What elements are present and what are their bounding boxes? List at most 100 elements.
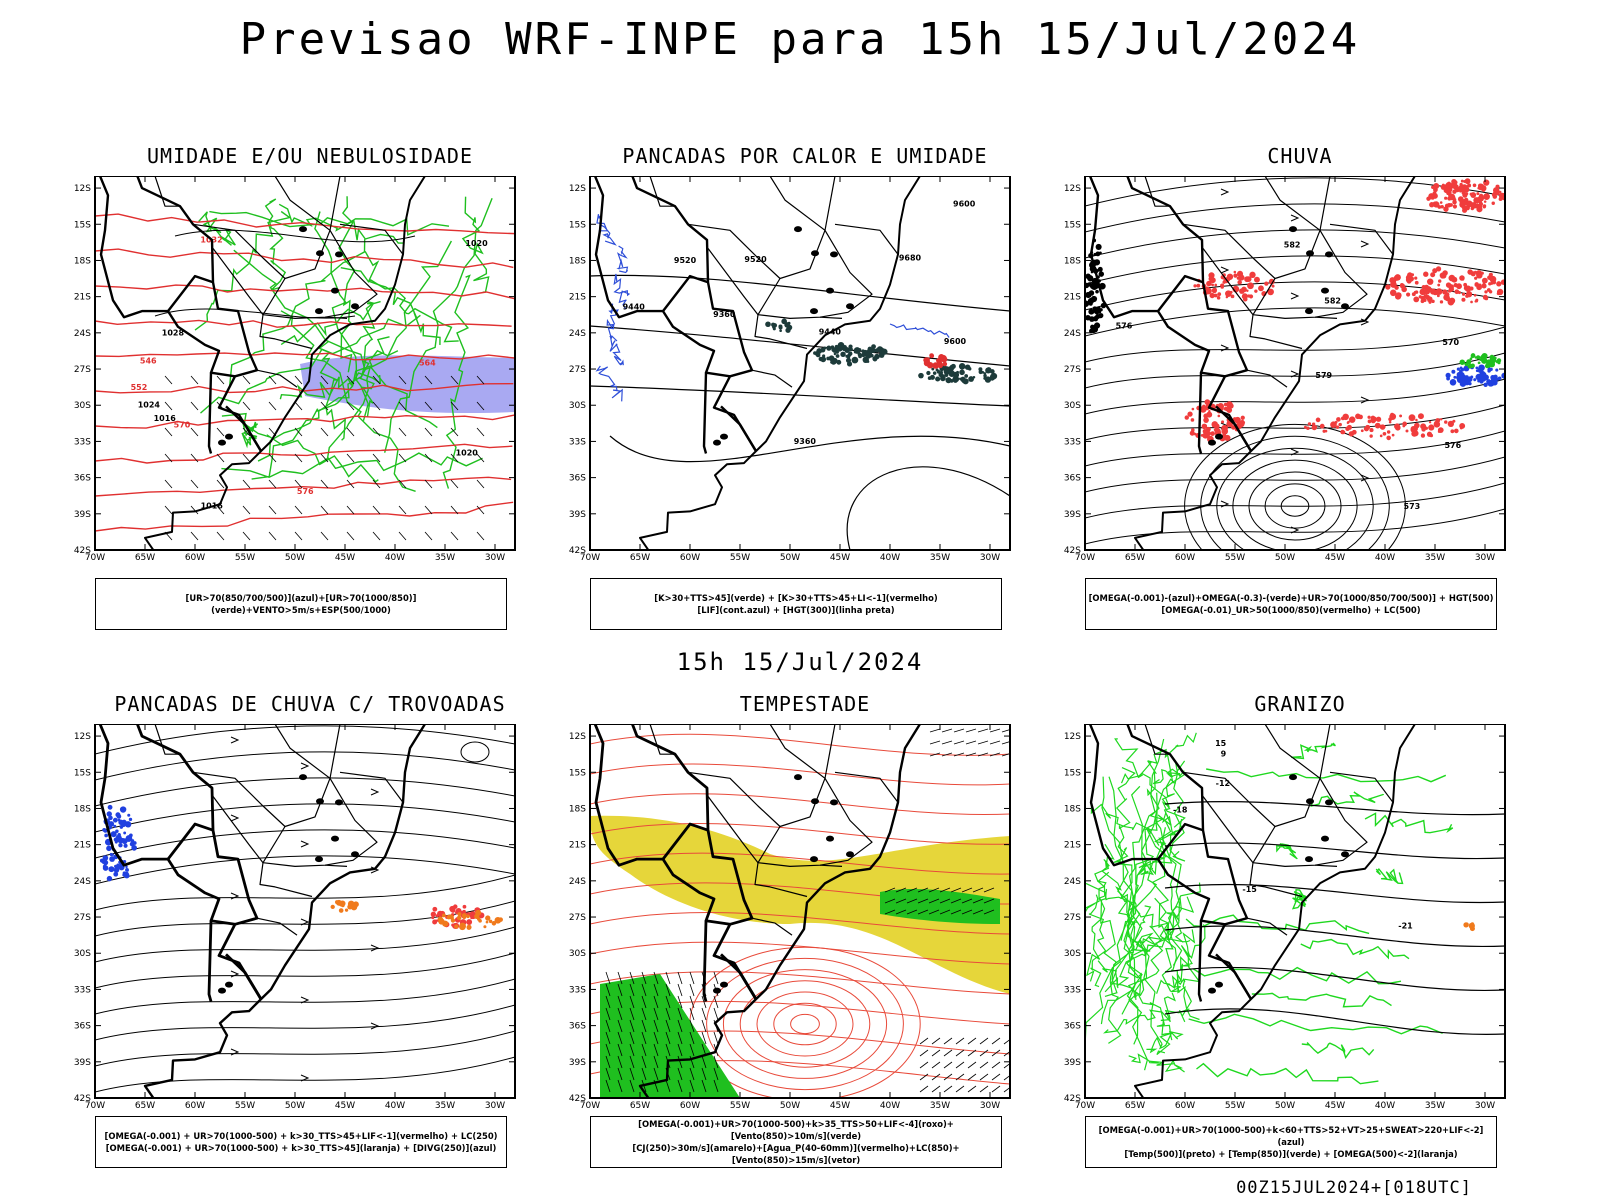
streamline-dense bbox=[1093, 307, 1101, 315]
rain-area bbox=[1225, 295, 1229, 299]
wind-vector bbox=[677, 1031, 683, 1045]
wind-vector bbox=[884, 887, 896, 893]
rain-area bbox=[1213, 293, 1218, 298]
lake-marker bbox=[299, 774, 307, 781]
contour-label: 1028 bbox=[162, 328, 185, 337]
temp850-contour bbox=[1291, 888, 1307, 910]
temp500-contour bbox=[1164, 883, 1505, 904]
humidity-contour bbox=[257, 349, 399, 462]
rain-area bbox=[1481, 283, 1487, 289]
thickness-contour bbox=[95, 443, 513, 464]
streamline-arrow bbox=[230, 814, 240, 822]
wind-vector bbox=[617, 1055, 623, 1069]
wind-vector bbox=[991, 1049, 1001, 1057]
divergence-area bbox=[115, 829, 119, 833]
lc850-streamline bbox=[590, 941, 1010, 965]
rain-area bbox=[1202, 404, 1206, 409]
temp850-contour bbox=[1103, 1008, 1190, 1034]
state-border bbox=[274, 724, 331, 779]
contour-label: -18 bbox=[1173, 806, 1188, 815]
streamline bbox=[95, 725, 515, 755]
lake-marker bbox=[335, 251, 343, 258]
rain-area bbox=[1483, 200, 1487, 203]
convection-area bbox=[929, 374, 935, 380]
rain-area bbox=[1449, 203, 1453, 207]
state-border bbox=[751, 369, 793, 388]
rain-area bbox=[1388, 420, 1392, 424]
storm-area bbox=[430, 911, 437, 917]
lon-tick-label: 35W bbox=[1425, 1101, 1445, 1111]
rain-area-omega bbox=[1470, 354, 1475, 358]
lat-tick-label: 30S bbox=[1064, 401, 1081, 411]
wind-vector bbox=[677, 1055, 683, 1069]
contour-label: 582 bbox=[1324, 297, 1341, 306]
lake-marker bbox=[225, 433, 233, 440]
temp850-contour bbox=[1206, 768, 1447, 783]
wind-vector bbox=[617, 1019, 623, 1033]
thickness-contour bbox=[95, 476, 512, 497]
rain-area bbox=[1226, 273, 1234, 280]
streamline bbox=[95, 1030, 515, 1067]
rain-area bbox=[1442, 270, 1448, 276]
convection-area bbox=[871, 348, 876, 353]
lc850-streamline bbox=[722, 969, 888, 1079]
wind-vector bbox=[617, 1031, 623, 1045]
rain-area bbox=[1245, 276, 1252, 283]
rain-area-omega bbox=[1464, 375, 1469, 379]
wind-vector bbox=[917, 898, 929, 904]
streamline-arrow bbox=[370, 788, 380, 796]
rain-area bbox=[1461, 297, 1466, 302]
state-border bbox=[274, 176, 331, 231]
wind-vector bbox=[346, 531, 355, 541]
wind-vector bbox=[216, 375, 225, 385]
convection-area bbox=[842, 347, 846, 351]
rain-area bbox=[1470, 271, 1476, 277]
lake-marker bbox=[720, 433, 728, 440]
state-border bbox=[1264, 176, 1321, 231]
streamline bbox=[95, 855, 515, 885]
rain-area bbox=[1431, 299, 1435, 304]
lake-marker bbox=[811, 798, 819, 805]
lat-tick-label: 33S bbox=[1064, 437, 1081, 447]
rain-area bbox=[1426, 431, 1433, 437]
rain-area bbox=[1364, 426, 1369, 432]
divergence-area bbox=[131, 845, 137, 851]
contour-label: 9600 bbox=[944, 337, 967, 346]
lat-tick-label: 36S bbox=[569, 1022, 586, 1032]
wind-vector bbox=[713, 1007, 719, 1021]
divergence-area bbox=[108, 866, 115, 873]
lake-marker bbox=[1306, 798, 1314, 805]
wind-vector bbox=[372, 401, 381, 411]
wind-vector bbox=[977, 752, 989, 757]
wind-vector bbox=[919, 1049, 929, 1057]
lat-tick-label: 27S bbox=[74, 365, 91, 375]
streamline bbox=[95, 926, 515, 963]
wind-vector bbox=[953, 752, 965, 757]
streamline-arrow bbox=[230, 892, 240, 900]
rain-area bbox=[1229, 290, 1233, 294]
contour-label: -21 bbox=[1398, 921, 1413, 930]
rain-area-omega bbox=[1475, 366, 1479, 370]
lake-marker bbox=[316, 798, 324, 805]
lc850-streamline bbox=[590, 912, 1010, 935]
panel-title: GRANIZO bbox=[1254, 692, 1346, 716]
rain-area bbox=[1221, 420, 1225, 424]
rain-area bbox=[1196, 283, 1201, 288]
rain-area bbox=[1206, 431, 1211, 436]
streamline bbox=[1085, 352, 1505, 389]
contour-label: 576 bbox=[1444, 441, 1461, 450]
temp850-contour bbox=[1291, 742, 1336, 760]
convection-area bbox=[989, 373, 997, 380]
convection-area bbox=[853, 347, 861, 354]
rain-area bbox=[1382, 431, 1387, 436]
lake-marker bbox=[1321, 287, 1329, 294]
storm-area-orange bbox=[442, 913, 446, 918]
wind-vector bbox=[164, 401, 173, 411]
country-border bbox=[1157, 822, 1204, 860]
wind-vector bbox=[967, 1037, 977, 1045]
wind-vector bbox=[424, 427, 433, 437]
contour-label: 9 bbox=[1221, 749, 1227, 758]
rain-area bbox=[1201, 423, 1208, 430]
rain-area bbox=[1189, 430, 1195, 436]
humidity-contour bbox=[194, 210, 292, 331]
